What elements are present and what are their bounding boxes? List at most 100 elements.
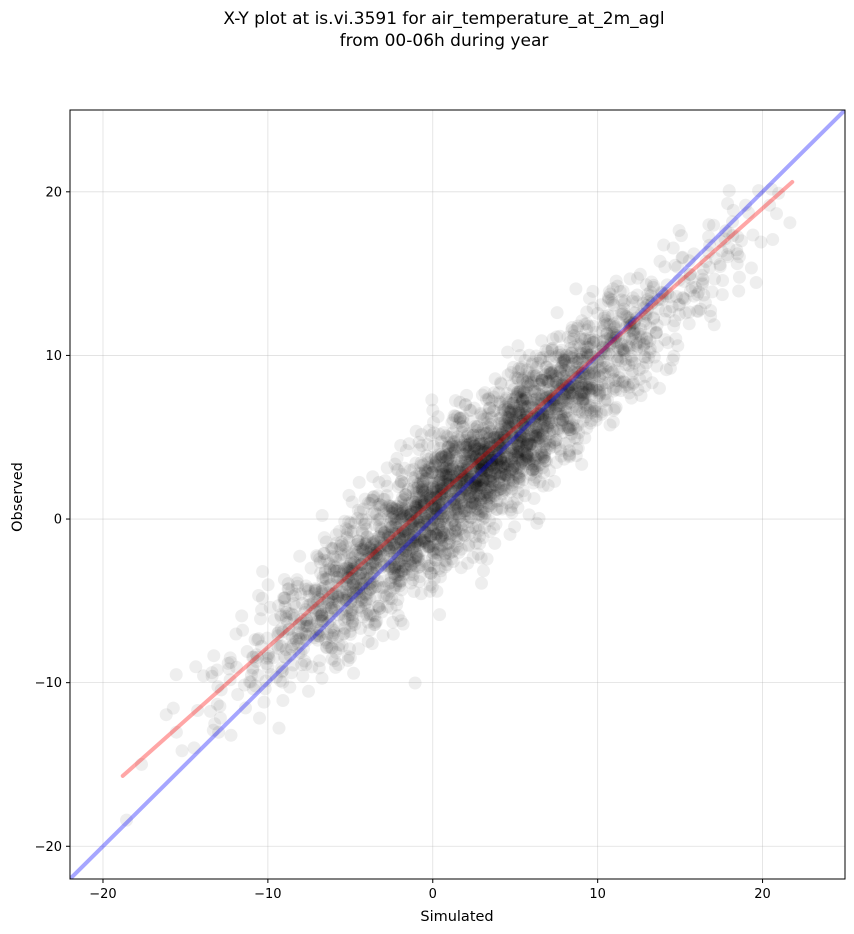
- scatter-point: [411, 549, 425, 563]
- scatter-point: [464, 485, 477, 499]
- scatter-point: [335, 639, 349, 653]
- scatter-point: [613, 365, 627, 379]
- scatter-point: [595, 407, 609, 421]
- scatter-point: [426, 492, 440, 506]
- scatter-point: [345, 608, 359, 622]
- scatter-point: [298, 619, 312, 633]
- scatter-point: [424, 522, 438, 536]
- scatter-point: [396, 522, 410, 536]
- scatter-point: [473, 452, 487, 466]
- scatter-point: [531, 407, 545, 421]
- scatter-point: [421, 465, 435, 479]
- scatter-point: [222, 662, 236, 676]
- scatter-point: [496, 403, 510, 417]
- scatter-point: [505, 378, 519, 392]
- scatter-point: [409, 492, 423, 506]
- scatter-point: [606, 309, 620, 323]
- scatter-point: [561, 330, 575, 344]
- scatter-point: [535, 373, 549, 387]
- scatter-point: [435, 484, 449, 497]
- scatter-point: [401, 509, 414, 523]
- scatter-point: [502, 412, 516, 426]
- scatter-point: [511, 445, 525, 459]
- scatter-point: [498, 449, 512, 463]
- scatter-point: [599, 314, 613, 328]
- scatter-point: [355, 604, 369, 618]
- scatter-point: [448, 496, 462, 510]
- scatter-point: [510, 446, 523, 460]
- scatter-point: [542, 394, 556, 408]
- scatter-point: [420, 518, 433, 532]
- scatter-point: [413, 521, 427, 535]
- scatter-point: [446, 555, 460, 568]
- scatter-point: [447, 495, 461, 509]
- scatter-point: [521, 371, 535, 385]
- scatter-point: [374, 554, 387, 567]
- scatter-point: [557, 355, 570, 369]
- scatter-point: [526, 454, 540, 468]
- scatter-point: [567, 352, 581, 366]
- scatter-point: [580, 305, 594, 319]
- scatter-point: [354, 539, 368, 552]
- scatter-point: [639, 307, 652, 321]
- y-tick-label: 20: [45, 185, 62, 200]
- scatter-point: [159, 708, 173, 722]
- scatter-point: [433, 608, 447, 622]
- scatter-point: [482, 431, 496, 445]
- scatter-point: [479, 461, 493, 475]
- scatter-point: [519, 457, 532, 471]
- scatter-point: [406, 568, 420, 582]
- scatter-point: [382, 510, 396, 524]
- scatter-point: [469, 459, 483, 473]
- scatter-point: [355, 512, 369, 526]
- scatter-point: [325, 596, 339, 609]
- scatter-point: [398, 560, 412, 573]
- scatter-point: [557, 409, 571, 423]
- scatter-point: [487, 404, 501, 418]
- scatter-point: [299, 658, 313, 671]
- scatter-point: [624, 318, 638, 332]
- scatter-point: [350, 558, 364, 572]
- scatter-point: [580, 347, 594, 361]
- scatter-point: [413, 522, 427, 536]
- scatter-point: [345, 564, 359, 578]
- scatter-point: [626, 324, 640, 338]
- scatter-point: [539, 389, 553, 403]
- scatter-point: [385, 547, 399, 561]
- scatter-point: [441, 468, 455, 482]
- scatter-point: [311, 603, 325, 617]
- chart-title-line2: from 00-06h during year: [339, 31, 549, 51]
- scatter-point: [314, 585, 328, 599]
- scatter-point: [520, 447, 534, 461]
- scatter-point: [383, 531, 397, 545]
- scatter-point: [543, 412, 557, 426]
- scatter-point: [396, 564, 410, 578]
- scatter-point: [678, 292, 692, 306]
- scatter-point: [504, 446, 518, 460]
- scatter-point: [480, 453, 493, 467]
- scatter-point: [495, 416, 509, 430]
- scatter-point: [473, 437, 487, 451]
- scatter-point: [592, 383, 606, 397]
- scatter-point: [672, 224, 686, 237]
- scatter-point: [572, 379, 586, 393]
- scatter-point: [412, 435, 426, 449]
- scatter-point: [441, 510, 455, 524]
- scatter-point: [310, 622, 324, 636]
- scatter-point: [532, 407, 546, 421]
- scatter-point: [469, 499, 483, 513]
- y-tick-label: 10: [45, 349, 62, 364]
- scatter-point: [485, 423, 499, 437]
- scatter-point: [456, 518, 470, 531]
- scatter-point: [579, 377, 593, 391]
- scatter-point: [384, 601, 398, 615]
- scatter-point: [351, 534, 365, 548]
- scatter-point: [484, 491, 498, 504]
- scatter-point: [505, 478, 519, 492]
- scatter-point: [490, 503, 504, 516]
- scatter-point: [393, 478, 407, 491]
- scatter-point: [438, 547, 452, 561]
- scatter-point: [285, 583, 299, 597]
- scatter-point: [602, 285, 616, 299]
- scatter-point: [568, 431, 582, 445]
